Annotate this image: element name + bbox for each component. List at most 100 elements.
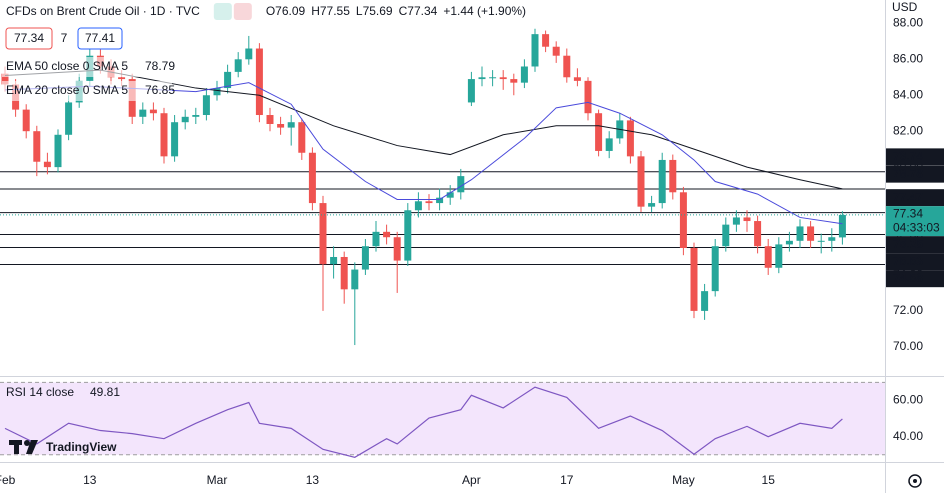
candle-body bbox=[118, 77, 126, 80]
level-label: 75.53 bbox=[893, 254, 923, 268]
ema-line bbox=[4, 69, 843, 190]
y-tick-label: 82.00 bbox=[893, 123, 923, 137]
brand: TradingView bbox=[46, 440, 117, 454]
candle-body bbox=[308, 152, 316, 204]
candle-body bbox=[181, 116, 189, 123]
candle-body bbox=[573, 77, 581, 81]
ohlc-value: H77.55 bbox=[311, 4, 350, 18]
legend-name: RSI 14 close bbox=[6, 385, 74, 399]
candle-body bbox=[764, 246, 772, 268]
ask-box bbox=[77, 27, 123, 50]
candle-body bbox=[171, 122, 179, 157]
candle-body bbox=[340, 256, 348, 290]
candle-body bbox=[139, 109, 147, 117]
candle-body bbox=[457, 176, 465, 193]
level-label-box bbox=[886, 253, 944, 271]
candle-body bbox=[436, 197, 444, 204]
candle-body bbox=[393, 237, 401, 261]
candle-body bbox=[669, 159, 677, 193]
candle-body bbox=[838, 214, 846, 238]
candle-body bbox=[446, 192, 454, 198]
countdown: 04:33:03 bbox=[893, 220, 940, 234]
candle-body bbox=[563, 55, 571, 78]
candle-body bbox=[372, 231, 380, 247]
candle-body bbox=[160, 113, 168, 157]
candle-body bbox=[520, 66, 528, 83]
x-tick-label: 15 bbox=[762, 473, 776, 487]
candle-body bbox=[234, 59, 242, 72]
candle-body bbox=[552, 46, 560, 56]
bid-box bbox=[5, 27, 53, 50]
candle-body bbox=[277, 124, 285, 128]
rsi-pane bbox=[0, 381, 885, 458]
candle-body bbox=[817, 240, 825, 242]
candle-body bbox=[65, 102, 73, 135]
currency: USD bbox=[892, 0, 918, 14]
candle-body bbox=[732, 217, 740, 225]
candle-body bbox=[467, 79, 475, 103]
candle-body bbox=[351, 269, 359, 290]
spread: 7 bbox=[61, 31, 68, 45]
ema-line bbox=[4, 82, 843, 225]
level-label-box bbox=[886, 148, 944, 166]
candle-body bbox=[743, 217, 751, 222]
candle-body bbox=[224, 71, 232, 89]
price-label-box bbox=[886, 206, 944, 237]
candle-body bbox=[266, 115, 274, 124]
level-label: 78.78 bbox=[893, 166, 923, 180]
legend-name: EMA 50 close 0 SMA 5 bbox=[6, 59, 128, 73]
settings-icon bbox=[913, 479, 917, 483]
candle-body bbox=[775, 244, 783, 268]
candle-body bbox=[807, 226, 815, 241]
ohlc-value: O76.09 bbox=[266, 4, 306, 18]
bid: 77.34 bbox=[14, 31, 44, 45]
candle-body bbox=[149, 109, 157, 114]
candle-body bbox=[383, 231, 391, 238]
candle-body bbox=[648, 203, 656, 207]
candle-body bbox=[192, 115, 200, 117]
candle-body bbox=[22, 109, 30, 132]
candle-body bbox=[626, 120, 634, 157]
candle-body bbox=[1, 73, 9, 85]
ask: 77.41 bbox=[85, 31, 115, 45]
candle-body bbox=[510, 79, 518, 83]
candle-body bbox=[213, 88, 221, 96]
candle-body bbox=[319, 203, 327, 265]
price-label: 77.34 bbox=[893, 206, 923, 220]
candle-body bbox=[595, 113, 603, 151]
level-label-box bbox=[886, 165, 944, 183]
candle-body bbox=[33, 131, 41, 162]
candle-body bbox=[478, 77, 486, 80]
candle-body bbox=[202, 95, 210, 116]
candle-body bbox=[637, 156, 645, 207]
level-label: 76.25 bbox=[893, 237, 923, 251]
candle-body bbox=[785, 240, 793, 245]
candle-body bbox=[425, 201, 433, 204]
level-label-box bbox=[886, 270, 944, 288]
icon bbox=[233, 3, 252, 20]
level-label: 79.74 bbox=[893, 149, 923, 163]
settings-icon bbox=[908, 474, 922, 488]
candle-body bbox=[255, 48, 263, 116]
legend-value: 78.79 bbox=[145, 59, 175, 73]
y-tick-label: 70.00 bbox=[893, 339, 923, 353]
legend-value: 76.85 bbox=[145, 83, 175, 97]
rsi-line bbox=[4, 386, 843, 458]
x-tick-label: Apr bbox=[462, 473, 481, 487]
candle-body bbox=[584, 80, 592, 114]
candle-body bbox=[404, 210, 412, 261]
candle-body bbox=[701, 291, 709, 311]
candle-body bbox=[679, 192, 687, 248]
level-label: 77.47 bbox=[893, 190, 923, 204]
candle-body bbox=[489, 77, 497, 79]
candle-body bbox=[828, 237, 836, 241]
y-tick-label: 88.00 bbox=[893, 16, 923, 30]
ohlc-value: L75.69 bbox=[356, 4, 393, 18]
level-label-box bbox=[886, 189, 944, 207]
y-tick-label: 84.00 bbox=[893, 87, 923, 101]
candle-body bbox=[287, 122, 295, 128]
chart-title: CFDs on Brent Crude Oil · 1D · TVC bbox=[6, 4, 200, 18]
x-tick-label: May bbox=[672, 473, 695, 487]
legend-name: EMA 20 close 0 SMA 5 bbox=[6, 83, 128, 97]
